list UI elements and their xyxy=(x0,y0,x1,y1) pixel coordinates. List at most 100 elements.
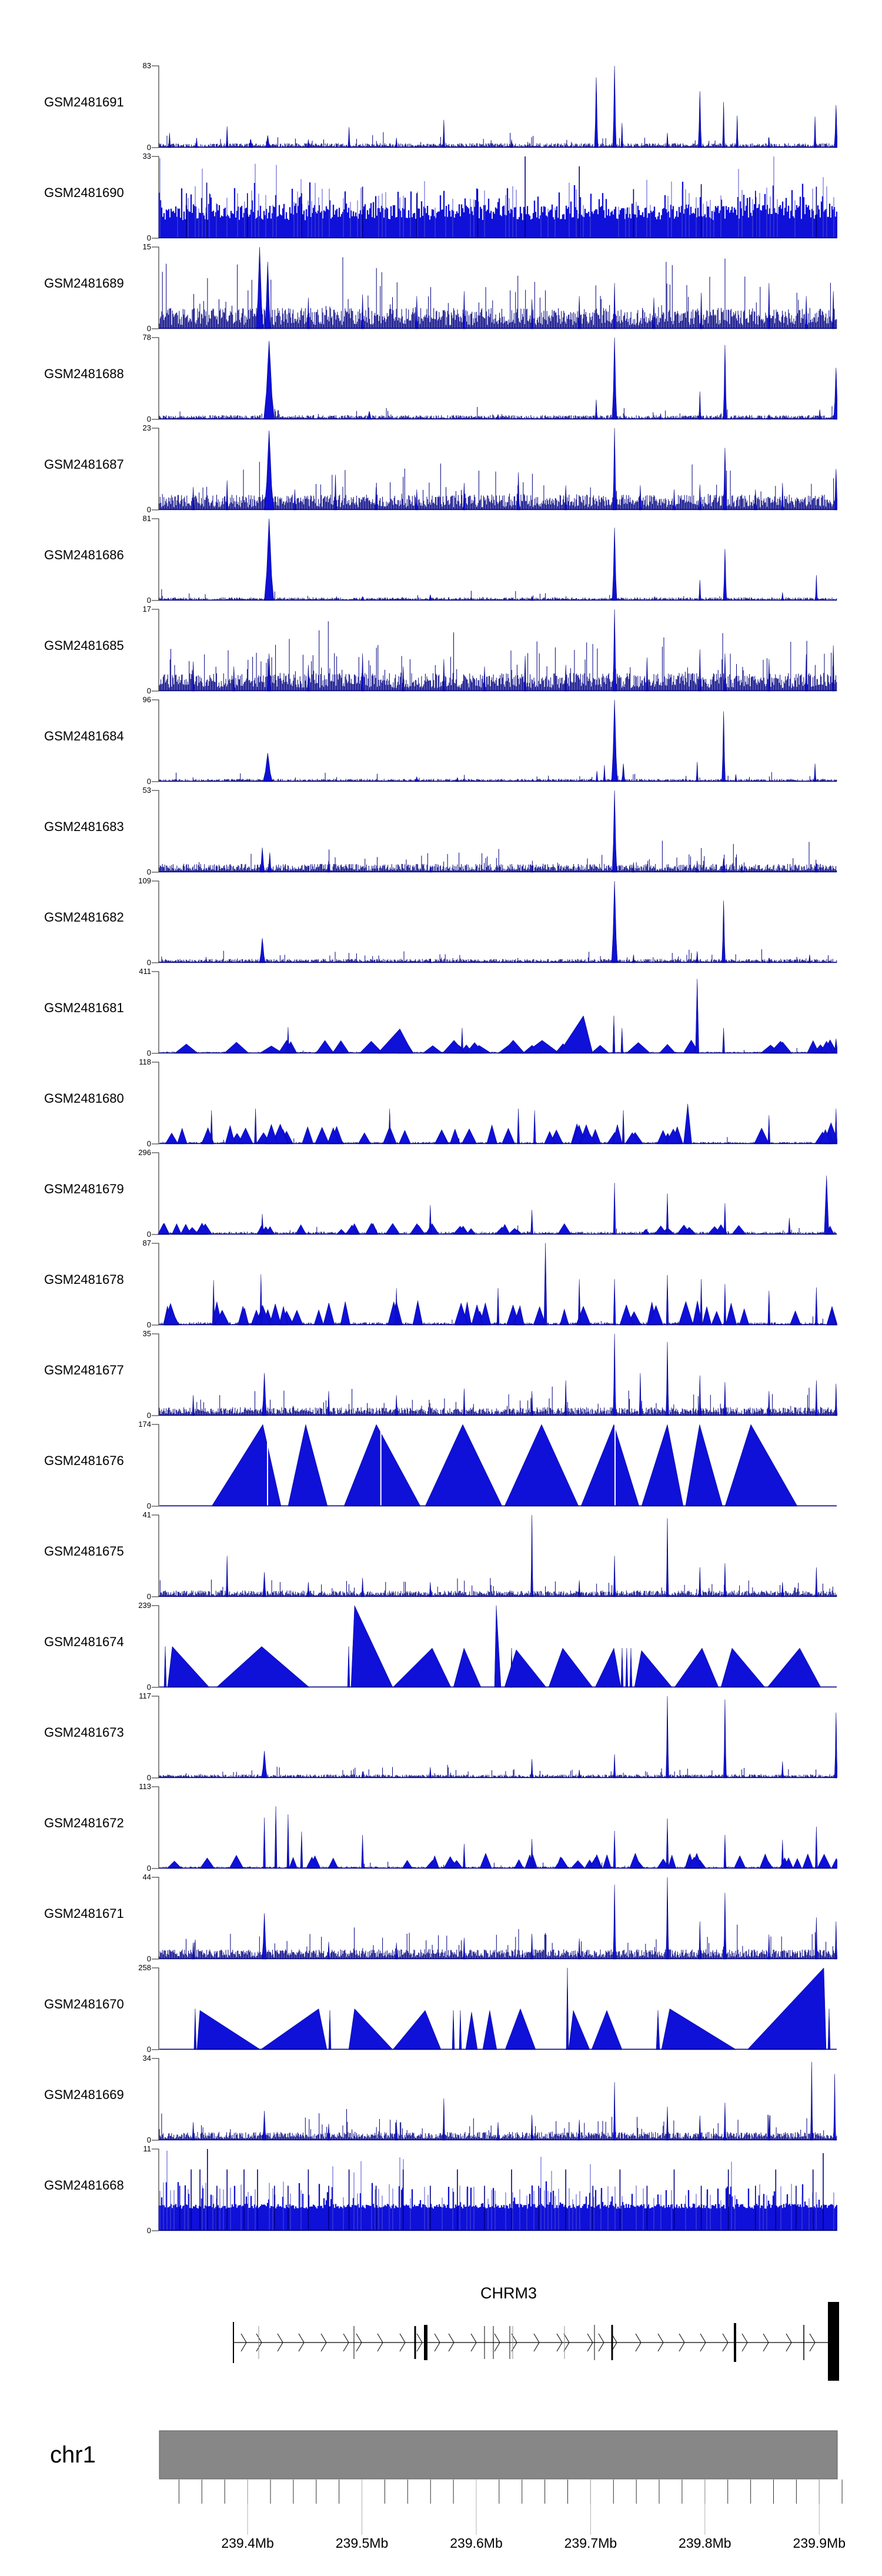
track-row: GSM2481690 33 0 xyxy=(0,152,882,246)
track-row: GSM2481684 96 0 xyxy=(0,695,882,790)
y-axis-max-label: 258 xyxy=(138,1963,151,1972)
strand-arrow-icon xyxy=(563,2333,570,2352)
track-label: GSM2481688 xyxy=(44,366,124,381)
track-label: GSM2481674 xyxy=(44,1634,124,1649)
track-row: GSM2481679 296 0 xyxy=(0,1148,882,1243)
genome-axis: 239.4Mb 239.5Mb 239.6Mb 239.7Mb 239.8Mb 239.9… xyxy=(178,2480,846,2551)
y-axis-zero-label: 0 xyxy=(146,233,151,242)
track-row: GSM2481689 15 0 xyxy=(0,242,882,337)
exon-mark xyxy=(414,2326,416,2359)
signal-waveform xyxy=(158,2149,837,2231)
track-row: GSM2481673 117 0 xyxy=(0,1691,882,1786)
signal-waveform xyxy=(159,609,837,692)
y-axis-zero-label: 0 xyxy=(146,958,151,967)
exon-mark xyxy=(424,2325,427,2360)
track-row: GSM2481669 34 0 xyxy=(0,2054,882,2148)
signal-waveform xyxy=(159,1967,837,2050)
axis-tick-label: 239.6Mb xyxy=(450,2535,503,2551)
y-axis-zero-label: 0 xyxy=(146,777,151,786)
signal-plot xyxy=(152,1152,837,1235)
y-axis-max-label: 11 xyxy=(143,2144,152,2153)
strand-arrow-icon xyxy=(556,2333,563,2352)
signal-waveform xyxy=(159,1514,837,1597)
strand-arrow-icon xyxy=(377,2333,383,2352)
exon-mark xyxy=(353,2326,355,2359)
y-axis-max-label: 41 xyxy=(142,1510,151,1519)
axis-tick-label: 239.9Mb xyxy=(793,2535,846,2551)
y-axis-zero-label: 0 xyxy=(146,1501,151,1510)
y-axis-zero-label: 0 xyxy=(146,596,151,605)
y-axis-max-label: 15 xyxy=(142,242,151,251)
y-axis-max-label: 87 xyxy=(142,1239,151,1247)
strand-arrow-icon xyxy=(611,2333,617,2352)
track-row: GSM2481680 118 0 xyxy=(0,1057,882,1152)
ideogram-bar xyxy=(159,2430,838,2480)
strand-arrow-icon xyxy=(533,2333,540,2352)
signal-waveform xyxy=(159,1424,837,1507)
track-row: GSM2481676 174 0 xyxy=(0,1420,882,1514)
strand-arrow-icon xyxy=(786,2333,792,2352)
gene-and-axis-panel: 239.4Mb 239.5Mb 239.6Mb 239.7Mb 239.8Mb 239.9… xyxy=(159,2302,846,2551)
signal-plot xyxy=(152,337,837,420)
signal-plot xyxy=(152,880,837,963)
track-row: GSM2481686 81 0 xyxy=(0,514,882,609)
track-row: GSM2481674 239 0 xyxy=(0,1601,882,1696)
signal-waveform xyxy=(159,65,837,148)
track-label: GSM2481670 xyxy=(44,1997,124,2011)
y-axis-max-label: 35 xyxy=(142,1329,151,1338)
y-axis-zero-label: 0 xyxy=(146,1683,151,1691)
signal-waveform xyxy=(159,1605,837,1688)
track-row: GSM2481688 78 0 xyxy=(0,333,882,428)
signal-plot xyxy=(152,1243,837,1326)
track-label: GSM2481684 xyxy=(44,729,124,743)
y-axis-max-label: 411 xyxy=(139,967,151,976)
signal-waveform xyxy=(158,156,837,239)
track-label: GSM2481686 xyxy=(44,548,124,562)
y-axis-zero-label: 0 xyxy=(146,1864,151,1873)
axis-tick-label: 239.8Mb xyxy=(679,2535,731,2551)
track-row: GSM2481677 35 0 xyxy=(0,1329,882,1424)
track-row: GSM2481668 11 0 xyxy=(0,2144,882,2239)
y-axis-zero-label: 0 xyxy=(146,143,151,152)
signal-waveform xyxy=(157,1175,837,1235)
strand-arrow-icon xyxy=(700,2333,706,2352)
y-axis-zero-label: 0 xyxy=(146,1773,151,1782)
strand-arrow-icon xyxy=(598,2333,604,2352)
y-axis-max-label: 83 xyxy=(142,61,151,70)
signal-waveform xyxy=(159,1806,837,1869)
track-row: GSM2481671 44 0 xyxy=(0,1873,882,1967)
track-label: GSM2481679 xyxy=(44,1182,124,1196)
track-row: GSM2481678 87 0 xyxy=(0,1239,882,1333)
strand-arrow-icon xyxy=(809,2333,816,2352)
exon-mark xyxy=(611,2325,613,2360)
y-axis-zero-label: 0 xyxy=(146,1230,151,1239)
strand-arrow-icon xyxy=(763,2333,769,2352)
y-axis-max-label: 96 xyxy=(142,695,151,704)
y-axis-max-label: 118 xyxy=(139,1057,151,1066)
y-axis-zero-label: 0 xyxy=(146,1411,151,1420)
y-axis-zero-label: 0 xyxy=(146,2226,151,2235)
strand-arrow-icon xyxy=(635,2333,642,2352)
axis-tick-label: 239.4Mb xyxy=(221,2535,274,2551)
signal-waveform xyxy=(159,979,837,1054)
signal-plot xyxy=(152,1967,837,2050)
signal-waveform xyxy=(159,699,837,782)
signal-waveform xyxy=(159,518,837,601)
signal-plot xyxy=(152,65,837,148)
strand-arrow-icon xyxy=(343,2333,349,2352)
exon-mark xyxy=(233,2322,234,2363)
signal-waveform xyxy=(159,1696,837,1778)
exon-mark xyxy=(734,2323,736,2362)
signal-plot xyxy=(152,246,837,329)
y-axis-max-label: 117 xyxy=(139,1691,151,1700)
signal-waveform xyxy=(159,428,837,510)
y-axis-zero-label: 0 xyxy=(146,1954,151,1963)
signal-plot xyxy=(152,1424,837,1507)
y-axis-max-label: 113 xyxy=(139,1782,151,1791)
y-axis-zero-label: 0 xyxy=(146,415,151,423)
y-axis-max-label: 33 xyxy=(142,152,151,161)
strand-arrow-icon xyxy=(356,2333,362,2352)
track-label: GSM2481682 xyxy=(44,910,124,925)
axis-tick-label: 239.5Mb xyxy=(336,2535,389,2551)
